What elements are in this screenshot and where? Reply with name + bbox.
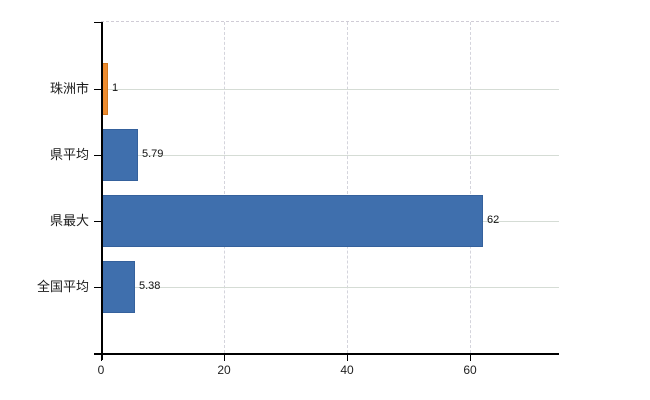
x-tick-label: 0 (97, 363, 105, 377)
bar (102, 261, 135, 313)
x-tick-label: 20 (217, 363, 231, 377)
y-axis-category-tick (94, 89, 101, 90)
x-axis-tick (224, 355, 225, 361)
bar-value-label: 62 (487, 214, 500, 226)
bar-value-label: 1 (112, 82, 119, 94)
grid-line-vertical (347, 22, 348, 353)
bar (102, 129, 138, 181)
category-label: 珠洲市 (49, 81, 89, 96)
y-axis-line (101, 22, 103, 360)
grid-line-horizontal (101, 89, 559, 90)
y-axis-top-tick (94, 22, 101, 23)
bar-value-label: 5.79 (142, 148, 164, 160)
x-tick-label: 40 (340, 363, 354, 377)
grid-line-horizontal (101, 155, 559, 156)
category-label: 県平均 (49, 147, 89, 162)
plot-top-border (101, 21, 559, 22)
grid-line-horizontal (101, 287, 559, 288)
x-axis-tick (101, 355, 102, 361)
x-axis-line (94, 353, 559, 355)
grid-line-vertical (224, 22, 225, 353)
y-axis-category-tick (94, 155, 101, 156)
category-label: 全国平均 (36, 279, 89, 294)
bar (102, 195, 483, 247)
category-label: 県最大 (49, 213, 89, 228)
y-axis-category-tick (94, 221, 101, 222)
bar (102, 63, 108, 115)
bar-value-label: 5.38 (139, 280, 161, 292)
grid-line-vertical (470, 22, 471, 353)
x-axis-tick (470, 355, 471, 361)
x-axis-tick (347, 355, 348, 361)
y-axis-category-tick (94, 287, 101, 288)
x-tick-label: 60 (463, 363, 477, 377)
